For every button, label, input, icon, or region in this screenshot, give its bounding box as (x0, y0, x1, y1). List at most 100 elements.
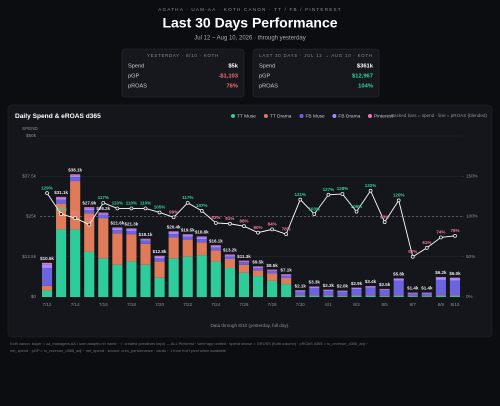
bar-segment (196, 255, 207, 297)
proas-label: 105% (154, 205, 166, 210)
proas-label: 110% (140, 201, 151, 206)
bar-segment (252, 268, 264, 271)
bar-segment (252, 276, 264, 297)
x-tick-label: 8/9 (438, 302, 445, 307)
bar-segment (168, 234, 179, 238)
bar-segment (41, 262, 53, 265)
bar-segment (168, 231, 179, 232)
x-tick-label: 7/20 (155, 302, 164, 307)
proas-label: 110% (126, 201, 137, 206)
proas-point (368, 188, 373, 193)
footnote: net_spend · pGP = rc_revenue_d365_adj − … (10, 348, 226, 353)
bar-segment (238, 272, 250, 297)
bar-segment (126, 234, 137, 262)
proas-point (312, 212, 317, 216)
bar-segment (267, 273, 278, 281)
bar-total-label: $2.1k (295, 283, 307, 288)
bar-segment (182, 234, 193, 237)
bar-segment (238, 261, 250, 263)
bar-segment (224, 259, 235, 269)
bar-segment (126, 228, 137, 230)
bar-segment (351, 296, 362, 297)
bar-segment (196, 242, 207, 256)
bar-segment (281, 274, 292, 275)
bar-segment (210, 247, 221, 251)
bar-segment (224, 256, 235, 260)
x-tick-label: 8/1 (325, 302, 332, 307)
proas-point (157, 210, 162, 215)
bar-segment (168, 231, 179, 235)
bar-segment (196, 236, 207, 238)
proas-point (354, 209, 359, 214)
bar-segment (154, 277, 165, 297)
bar-segment (365, 287, 376, 296)
bar-segment (168, 237, 179, 259)
bar-segment (337, 290, 348, 292)
x-tick-label: 7/14 (71, 302, 80, 307)
legend-label: Pinterest (374, 113, 394, 119)
x-tick-label: 7/12 (43, 302, 52, 307)
bar-total-label: $26.2k (96, 206, 110, 211)
proas-point (256, 230, 260, 235)
bar-segment (182, 234, 193, 235)
bar-total-label: $2.5k (379, 282, 391, 287)
card-label: pGP (128, 73, 139, 79)
proas-label: 99% (169, 209, 178, 214)
y-tick-label: $12.5k (22, 254, 36, 259)
proas-label: 50% (408, 249, 417, 254)
proas-point (396, 198, 401, 203)
chart-footer: Data through 8/10 (yesterday, full day). (210, 323, 289, 328)
bar-segment (323, 295, 334, 297)
bar-total-label: $27.9k (82, 200, 96, 205)
bar-segment (70, 181, 81, 230)
bar-segment (281, 278, 292, 285)
bar-segment (98, 218, 109, 259)
bar-segment (154, 261, 165, 278)
legend-label: TT Drama (270, 113, 292, 119)
bar-segment (70, 174, 81, 176)
bar-segment (56, 229, 67, 297)
bar-segment (168, 258, 179, 297)
bar-segment (210, 261, 221, 297)
x-tick-label: 8/3 (353, 302, 360, 307)
proas-point (59, 212, 63, 216)
card-value: 104% (358, 84, 373, 90)
proas-point (87, 222, 92, 227)
bar-segment (407, 296, 418, 297)
bar-total-label: $19.5k (181, 227, 195, 232)
bar-segment (56, 196, 67, 198)
proas-point (73, 216, 78, 220)
bar-total-label: $7.1k (281, 267, 293, 272)
bar-total-label: $3.4k (365, 279, 377, 284)
bar-segment (309, 287, 320, 296)
bar-segment (140, 243, 151, 265)
bar-segment (224, 268, 235, 297)
proas-label: 120% (393, 193, 405, 198)
bar-segment (98, 258, 109, 297)
bar-segment (267, 280, 278, 297)
bar-total-label: $16.1k (209, 238, 223, 243)
bar-total-label: $8.5k (266, 263, 278, 268)
bar-segment (84, 207, 95, 209)
bar-segment (323, 296, 334, 297)
proas-point (171, 215, 176, 220)
bar-segment (393, 280, 404, 296)
proas-point (270, 227, 274, 232)
x-tick-label: 7/28 (268, 302, 277, 307)
bar-total-label: $20.4k (167, 224, 181, 229)
legend-swatch (263, 114, 268, 118)
bar-total-label: $1.4k (421, 286, 433, 291)
proas-point (382, 220, 387, 224)
bar-segment (154, 258, 165, 262)
legend-swatch (231, 114, 235, 118)
bar-segment (309, 296, 320, 297)
proas-label: 129% (41, 185, 53, 190)
bar-segment (435, 279, 446, 296)
card-value: -$1,103 (218, 74, 238, 80)
proas-label: 61% (422, 240, 431, 245)
bar-segment (323, 289, 334, 291)
bar-segment (210, 245, 221, 248)
proas-point (228, 221, 232, 226)
proas-label: 127% (323, 187, 335, 192)
bar-segment (351, 288, 362, 296)
